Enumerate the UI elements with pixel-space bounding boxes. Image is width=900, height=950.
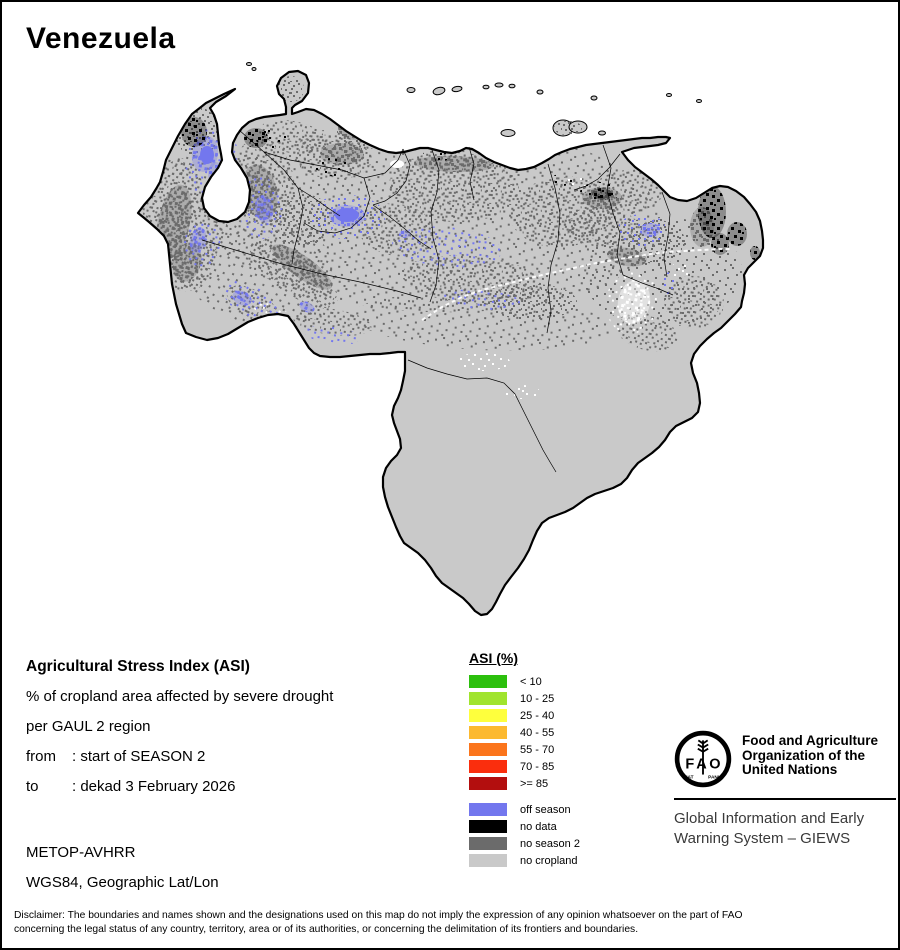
projection-name: WGS84, Geographic Lat/Lon	[26, 874, 219, 891]
legend-label: 55 - 70	[520, 743, 555, 756]
legend-swatch	[469, 692, 507, 705]
legend-label: 10 - 25	[520, 692, 555, 705]
asi-heading: Agricultural Stress Index (ASI)	[26, 658, 250, 675]
la-orchila	[536, 89, 544, 95]
asi-description-line1: % of cropland area affected by severe dr…	[26, 688, 334, 705]
legend-label: no cropland	[520, 854, 578, 867]
legend-row: no cropland	[469, 852, 580, 869]
legend-swatch	[469, 854, 507, 867]
legend-row: 40 - 55	[469, 724, 580, 741]
legend-swatch	[469, 820, 507, 833]
from-value: : start of SEASON 2	[72, 748, 206, 765]
disclaimer-line2: concerning the legal status of any count…	[14, 923, 639, 935]
fao-org-line3: United Nations	[742, 762, 838, 777]
legend-gap	[469, 792, 580, 801]
lake-valencia	[390, 160, 404, 168]
disclaimer: Disclaimer: The boundaries and names sho…	[14, 909, 878, 936]
period-to-line: to : dekad 3 February 2026	[26, 772, 333, 802]
legend-title: ASI (%)	[469, 650, 518, 666]
fao-org-line2: Organization of the	[742, 747, 865, 763]
map-description-block: Agricultural Stress Index (ASI) % of cro…	[26, 652, 333, 802]
logo-letter-a: A	[696, 756, 707, 772]
caribbean-islands	[246, 62, 702, 137]
wheat-ear-icon	[697, 739, 709, 775]
fao-org-name: Food and Agriculture Organization of the…	[742, 728, 878, 778]
to-value: : dekad 3 February 2026	[72, 778, 236, 795]
fao-logo-icon: F A O FIAT PANIS	[674, 730, 732, 788]
los-roques	[494, 82, 504, 88]
legend-label: < 10	[520, 675, 542, 688]
aves-island	[406, 87, 416, 93]
legend-label: no data	[520, 820, 557, 833]
legend-row: 10 - 25	[469, 690, 580, 707]
legend-swatch	[469, 743, 507, 756]
curacao-island	[432, 86, 446, 96]
logo-letter-o: O	[709, 756, 720, 772]
logo-motto-panis: PANIS	[708, 775, 722, 781]
legend-row: off season	[469, 801, 580, 818]
legend-row: 25 - 40	[469, 707, 580, 724]
legend-swatch	[469, 675, 507, 688]
to-label: to	[26, 778, 39, 795]
legend-row: 70 - 85	[469, 758, 580, 775]
legend-label: off season	[520, 803, 571, 816]
legend-row: < 10	[469, 673, 580, 690]
giews-line2: Warning System – GIEWS	[674, 830, 851, 847]
legend-swatch	[469, 760, 507, 773]
asi-description-line2: per GAUL 2 region	[26, 718, 151, 735]
fao-branding-block: F A O FIAT PANIS Food and Agriculture Or…	[674, 728, 896, 849]
giews-line1: Global Information and Early	[674, 810, 865, 827]
margarita-island	[552, 119, 588, 137]
sensor-name: METOP-AVHRR	[26, 844, 136, 861]
period-from-line: from : start of SEASON 2	[26, 742, 333, 772]
disclaimer-line1: Disclaimer: The boundaries and names sho…	[14, 910, 743, 921]
legend-label: >= 85	[520, 777, 549, 790]
legend-row: >= 85	[469, 775, 580, 792]
legend-row: no season 2	[469, 835, 580, 852]
admin-boundaries	[201, 129, 674, 473]
la-blanquilla	[590, 95, 598, 101]
legend-label: no season 2	[520, 837, 580, 850]
legend-swatch	[469, 777, 507, 790]
off-season-solid	[200, 146, 359, 222]
legend-label: 25 - 40	[520, 709, 555, 722]
white-patch-dense	[617, 280, 651, 324]
bonaire-island	[451, 85, 463, 93]
no-data-dense	[181, 117, 760, 260]
legend-row: 55 - 70	[469, 741, 580, 758]
legend-swatch	[469, 709, 507, 722]
fao-logo-row: F A O FIAT PANIS Food and Agriculture Or…	[674, 728, 896, 788]
fao-org-line1: Food and Agriculture	[742, 733, 878, 748]
giews-name: Global Information and Early Warning Sys…	[674, 809, 896, 849]
legend-swatch	[469, 803, 507, 816]
la-tortuga	[500, 129, 516, 137]
orinoco-river	[421, 248, 732, 321]
sensor-block: METOP-AVHRR WGS84, Geographic Lat/Lon	[26, 838, 219, 898]
logo-letter-f: F	[685, 756, 694, 772]
legend-swatch	[469, 837, 507, 850]
legend-label: 70 - 85	[520, 760, 555, 773]
legend-row: no data	[469, 818, 580, 835]
legend-swatch	[469, 726, 507, 739]
from-label: from	[26, 748, 56, 765]
legend-label: 40 - 55	[520, 726, 555, 739]
logo-motto-fiat: FIAT	[683, 775, 693, 781]
brand-divider	[674, 798, 896, 800]
legend: ASI (%) < 10 10 - 25 25 - 40 40 - 55 55 …	[469, 650, 580, 869]
page-title: Venezuela	[26, 22, 176, 55]
